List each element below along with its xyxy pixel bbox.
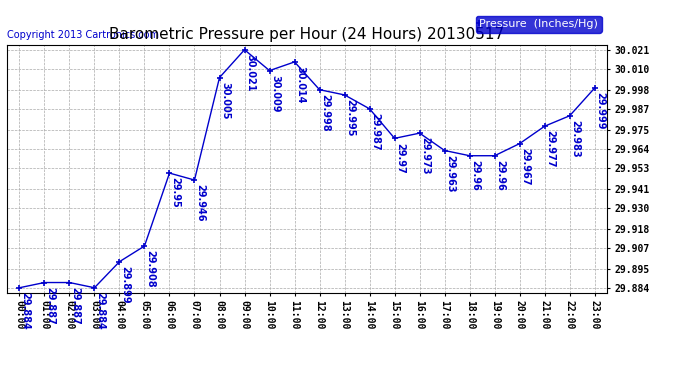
Text: 29.946: 29.946 <box>195 184 205 222</box>
Text: 29.887: 29.887 <box>45 287 55 324</box>
Pressure  (Inches/Hg) <box>140 244 148 248</box>
Text: 29.884: 29.884 <box>20 292 30 330</box>
Pressure  (Inches/Hg) <box>66 280 74 285</box>
Pressure  (Inches/Hg) <box>190 178 199 182</box>
Text: 29.998: 29.998 <box>320 94 330 132</box>
Pressure  (Inches/Hg) <box>591 86 599 90</box>
Text: 30.014: 30.014 <box>295 66 305 104</box>
Title: Barometric Pressure per Hour (24 Hours) 20130517: Barometric Pressure per Hour (24 Hours) … <box>110 27 504 42</box>
Pressure  (Inches/Hg) <box>315 87 324 92</box>
Text: 29.97: 29.97 <box>395 142 405 173</box>
Text: 29.963: 29.963 <box>445 154 455 192</box>
Text: 29.899: 29.899 <box>120 266 130 303</box>
Pressure  (Inches/Hg) <box>566 114 574 118</box>
Line: Pressure  (Inches/Hg): Pressure (Inches/Hg) <box>16 46 598 291</box>
Text: 29.999: 29.999 <box>595 92 605 130</box>
Pressure  (Inches/Hg) <box>15 285 23 290</box>
Text: 29.983: 29.983 <box>570 120 580 158</box>
Pressure  (Inches/Hg) <box>391 136 399 141</box>
Text: 29.96: 29.96 <box>495 160 505 190</box>
Text: 29.987: 29.987 <box>370 113 380 151</box>
Pressure  (Inches/Hg) <box>290 60 299 64</box>
Text: 29.95: 29.95 <box>170 177 180 208</box>
Pressure  (Inches/Hg) <box>266 68 274 73</box>
Pressure  (Inches/Hg) <box>415 131 424 135</box>
Pressure  (Inches/Hg) <box>340 93 348 97</box>
Text: 30.021: 30.021 <box>245 54 255 92</box>
Pressure  (Inches/Hg) <box>90 285 99 290</box>
Text: Copyright 2013 Cartronics.com: Copyright 2013 Cartronics.com <box>7 30 159 40</box>
Pressure  (Inches/Hg) <box>491 153 499 158</box>
Pressure  (Inches/Hg) <box>540 124 549 129</box>
Text: 29.96: 29.96 <box>470 160 480 190</box>
Pressure  (Inches/Hg) <box>166 171 174 176</box>
Text: 29.884: 29.884 <box>95 292 105 330</box>
Text: 29.908: 29.908 <box>145 250 155 288</box>
Pressure  (Inches/Hg) <box>366 106 374 111</box>
Pressure  (Inches/Hg) <box>515 141 524 146</box>
Text: 29.995: 29.995 <box>345 99 355 136</box>
Pressure  (Inches/Hg) <box>215 75 224 80</box>
Text: 29.973: 29.973 <box>420 137 430 175</box>
Pressure  (Inches/Hg) <box>115 260 124 264</box>
Pressure  (Inches/Hg) <box>466 153 474 158</box>
Text: 29.887: 29.887 <box>70 287 80 324</box>
Text: 30.005: 30.005 <box>220 82 230 119</box>
Pressure  (Inches/Hg) <box>240 48 248 52</box>
Pressure  (Inches/Hg) <box>440 148 449 153</box>
Pressure  (Inches/Hg) <box>40 280 48 285</box>
Text: 29.977: 29.977 <box>545 130 555 168</box>
Text: 29.967: 29.967 <box>520 148 530 185</box>
Legend: Pressure  (Inches/Hg): Pressure (Inches/Hg) <box>476 16 602 33</box>
Text: 30.009: 30.009 <box>270 75 280 112</box>
